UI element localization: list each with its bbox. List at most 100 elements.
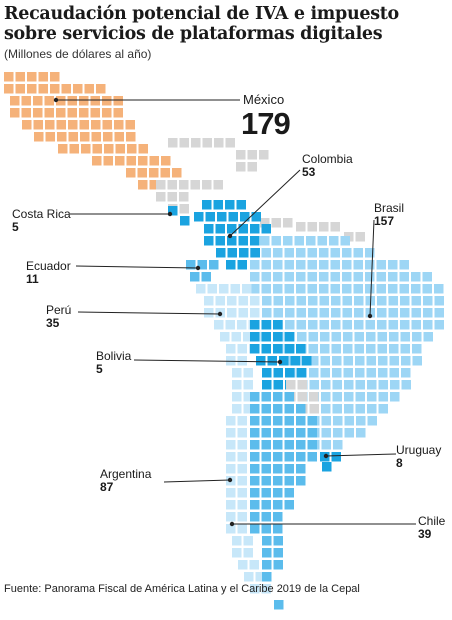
tile-brasil [306, 236, 316, 246]
tile-brasil [333, 440, 343, 450]
tile-bolivia [250, 344, 260, 354]
tile-brasil [365, 272, 375, 282]
label-mexico-value: 179 [241, 106, 291, 141]
tile-bolivia [261, 320, 271, 330]
tile-argentina [262, 572, 272, 582]
tile-argentina [250, 440, 260, 450]
tile-chile [237, 428, 247, 438]
tile-brasil [388, 320, 398, 330]
tile-peru [225, 320, 235, 330]
tile-brasil [367, 380, 377, 390]
tile-brasil [321, 428, 331, 438]
tile-other [213, 180, 223, 190]
tile-peru [230, 284, 240, 294]
tile-other [259, 150, 269, 160]
tile-brasil [343, 332, 353, 342]
tile-brasil [321, 416, 331, 426]
tile-chile [250, 584, 260, 594]
leader-ecuador [75, 265, 199, 269]
tile-other [190, 180, 200, 190]
tile-brasil [285, 320, 295, 330]
tile-argentina [261, 476, 271, 486]
tile-brasil [367, 416, 377, 426]
tile-bolivia [262, 368, 272, 378]
tile-chile [226, 512, 236, 522]
tile-argentina [274, 600, 284, 610]
tile-brasil [319, 320, 329, 330]
tile-brasil [331, 320, 341, 330]
tile-mexico [44, 96, 54, 106]
tile-argentina [273, 404, 283, 414]
tile-bolivia [284, 332, 294, 342]
tile-argentina [296, 428, 306, 438]
tile-chile [226, 416, 236, 426]
tile-mexico [4, 84, 14, 94]
leader-argentina [163, 479, 231, 483]
tile-colombia [204, 224, 214, 234]
tile-chile [226, 356, 236, 366]
tile-peru [226, 344, 236, 354]
tile-mexico [68, 132, 78, 142]
tile-colombia [227, 224, 237, 234]
tile-colombia [217, 212, 227, 222]
tile-brasil [388, 308, 398, 318]
label-peru: Perú 35 [46, 304, 71, 330]
tile-peru [238, 308, 248, 318]
tile-brasil [332, 392, 342, 402]
tile-argentina [261, 512, 271, 522]
tile-brasil [366, 368, 376, 378]
tile-argentina [273, 512, 283, 522]
tile-brasil [273, 260, 283, 270]
tile-brasil [399, 284, 409, 294]
tile-mexico [90, 96, 100, 106]
tile-brasil [332, 380, 342, 390]
tile-brasil [296, 260, 306, 270]
tile-brasil [356, 428, 366, 438]
tile-chile [232, 536, 242, 546]
tile-mexico [34, 132, 44, 142]
tile-argentina [250, 512, 260, 522]
tile-brasil [250, 272, 260, 282]
tile-brasil [354, 308, 364, 318]
tile-mexico [56, 120, 66, 130]
tile-brasil [342, 296, 352, 306]
tile-brasil [294, 236, 304, 246]
tile-brasil [331, 344, 341, 354]
tile-argentina [261, 500, 271, 510]
tile-brasil [319, 272, 329, 282]
tile-mexico [79, 96, 89, 106]
tile-argentina [273, 416, 283, 426]
tile-bolivia [261, 344, 271, 354]
tile-mexico [96, 84, 106, 94]
tile-mexico [149, 168, 159, 178]
tile-brasil [320, 332, 330, 342]
tile-paraguay [286, 380, 296, 390]
tile-peru [243, 332, 253, 342]
tile-mexico [126, 132, 136, 142]
tile-other [191, 138, 201, 148]
tile-mexico [113, 96, 123, 106]
tile-brasil [343, 344, 353, 354]
tile-colombia [213, 200, 223, 210]
tile-paraguay [297, 392, 307, 402]
tile-chile [226, 524, 236, 534]
tile-other [179, 180, 189, 190]
tile-other [225, 138, 235, 148]
tile-argentina [296, 404, 306, 414]
label-argentina-value: 87 [100, 480, 114, 494]
tile-mexico [127, 144, 137, 154]
tile-chile [249, 560, 259, 570]
tile-brasil [261, 248, 271, 258]
tile-argentina [273, 428, 283, 438]
tile-chile [226, 464, 236, 474]
tile-brasil [388, 284, 398, 294]
tile-brasil [330, 260, 340, 270]
tile-colombia [250, 236, 260, 246]
label-colombia-value: 53 [302, 165, 316, 179]
tile-peru [231, 332, 241, 342]
tile-bolivia [290, 356, 300, 366]
tile-bolivia [256, 356, 266, 366]
tile-brasil [271, 236, 281, 246]
tile-argentina [296, 452, 306, 462]
tile-brasil [412, 356, 422, 366]
